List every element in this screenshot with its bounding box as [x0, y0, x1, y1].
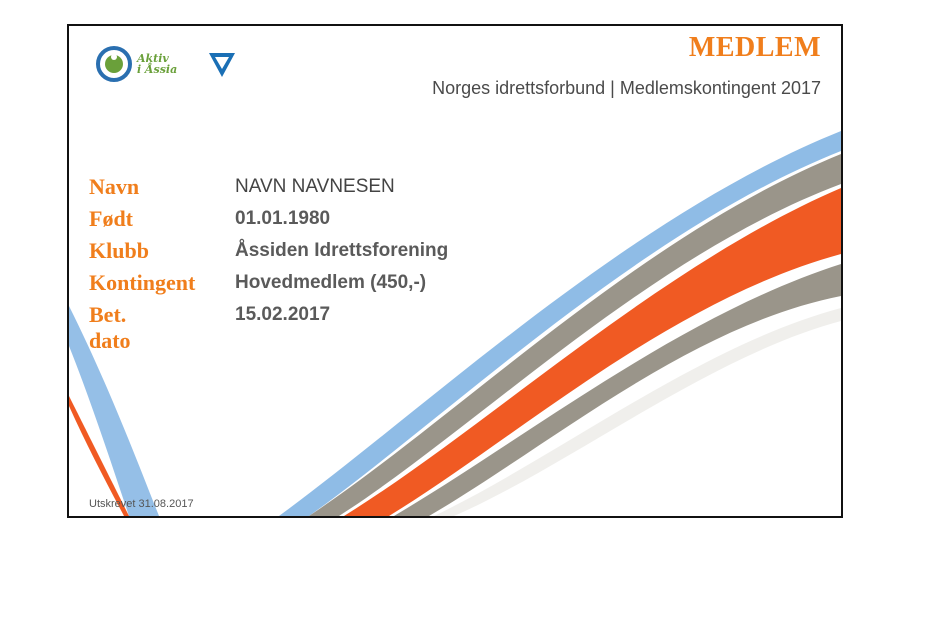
field-value-klubb: Åssiden Idrettsforening — [235, 240, 449, 261]
field-label: Navn — [89, 174, 140, 199]
values-backdrop — [217, 174, 517, 324]
club-logo-text: Aktiv i Åssia — [137, 52, 178, 76]
printed-date: Utskrevet 31.08.2017 — [89, 498, 194, 510]
field-value-kontingent: Hovedmedlem (450,-) — [235, 272, 427, 293]
membership-card: Aktiv i Åssia MEDLEM Norges idrettsforbun… — [67, 24, 843, 518]
decorative-waves — [69, 131, 841, 516]
field-label: Bet. dato — [89, 302, 131, 353]
shield-icon — [209, 53, 235, 77]
field-label: Født — [89, 206, 133, 231]
club-logo-icon — [96, 46, 132, 82]
field-label: Klubb — [89, 238, 149, 263]
field-value-fodt: 01.01.1980 — [235, 208, 331, 229]
field-label: Kontingent — [89, 270, 196, 295]
club-logo: Aktiv i Åssia — [95, 44, 245, 84]
field-value-navn: NAVN NAVNESEN — [235, 176, 395, 197]
field-value-bet-dato: 15.02.2017 — [235, 304, 331, 325]
card-subtitle: Norges idrettsforbund | Medlemskontingen… — [432, 78, 821, 98]
card-title: MEDLEM — [688, 32, 821, 63]
